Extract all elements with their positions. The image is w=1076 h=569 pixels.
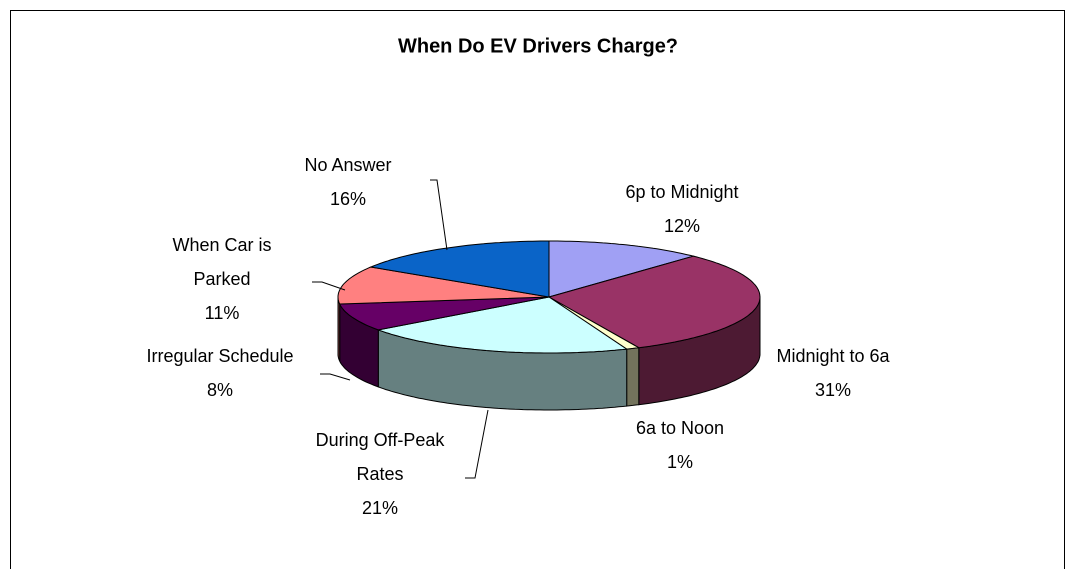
pie-side — [626, 347, 640, 407]
value-label: 12% — [663, 216, 701, 236]
value-label: 8% — [206, 380, 233, 400]
leader-line — [465, 409, 489, 479]
category-label: No Answer — [304, 155, 392, 175]
category-label: 6p to Midnight — [625, 182, 739, 202]
category-label: 6a to Noon — [635, 418, 725, 438]
category-label: Irregular Schedule — [146, 346, 294, 366]
value-label: 16% — [329, 189, 367, 209]
value-label: 11% — [204, 303, 240, 323]
leader-line — [312, 281, 346, 291]
data-label: No Answer 16% — [273, 148, 423, 216]
leader-lines — [312, 179, 489, 479]
pie-side — [337, 297, 341, 362]
value-label: 1% — [666, 452, 693, 472]
pie-slice — [548, 240, 696, 298]
leader-line — [430, 179, 448, 251]
data-label: During Off-Peak Rates 21% — [305, 423, 455, 525]
category-label: When Car is Parked — [172, 235, 272, 289]
data-label: Irregular Schedule 8% — [120, 339, 320, 407]
pie-slice — [368, 240, 550, 298]
data-label: 6a to Noon 1% — [605, 411, 755, 479]
pie-slice — [376, 296, 629, 354]
pie — [337, 240, 761, 411]
chart-title: When Do EV Drivers Charge? — [398, 35, 678, 57]
pie-slice — [547, 255, 761, 349]
data-label: Midnight to 6a 31% — [743, 339, 923, 407]
category-label: Midnight to 6a — [776, 346, 890, 366]
leader-line — [320, 373, 351, 381]
pie-slice — [338, 296, 550, 331]
pie-slice — [337, 266, 550, 305]
value-label: 21% — [361, 498, 399, 518]
value-label: 31% — [814, 380, 852, 400]
data-label: When Car is Parked 11% — [162, 228, 282, 330]
category-label: During Off-Peak Rates — [315, 430, 445, 484]
data-label: 6p to Midnight 12% — [592, 175, 772, 243]
